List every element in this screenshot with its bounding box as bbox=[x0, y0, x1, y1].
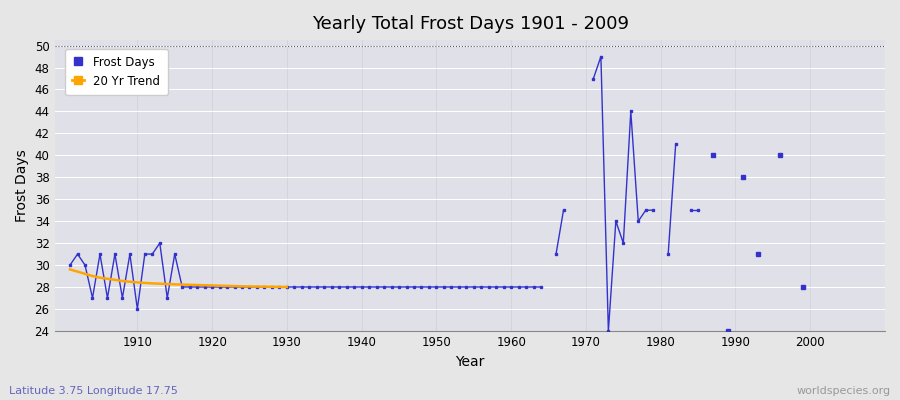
Legend: Frost Days, 20 Yr Trend: Frost Days, 20 Yr Trend bbox=[65, 49, 167, 95]
Text: Latitude 3.75 Longitude 17.75: Latitude 3.75 Longitude 17.75 bbox=[9, 386, 178, 396]
Title: Yearly Total Frost Days 1901 - 2009: Yearly Total Frost Days 1901 - 2009 bbox=[311, 15, 628, 33]
X-axis label: Year: Year bbox=[455, 355, 485, 369]
Y-axis label: Frost Days: Frost Days bbox=[15, 149, 29, 222]
Text: worldspecies.org: worldspecies.org bbox=[796, 386, 891, 396]
